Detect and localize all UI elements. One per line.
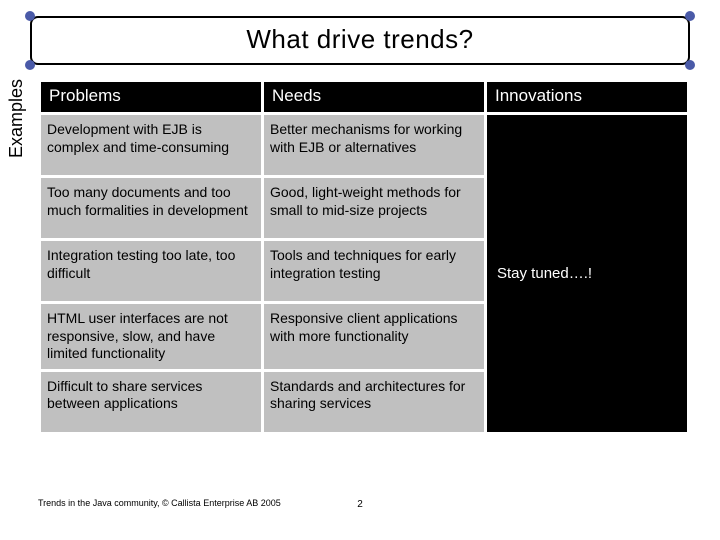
page-number: 2: [357, 499, 363, 510]
slide: What drive trends? Examples Problems Nee…: [0, 0, 720, 540]
cell-problem: HTML user interfaces are not responsive,…: [41, 304, 261, 369]
corner-dot-icon: [685, 11, 695, 21]
cell-problem: Difficult to share services between appl…: [41, 372, 261, 432]
cell-problem: Integration testing too late, too diffic…: [41, 241, 261, 301]
table-row: Development with EJB is complex and time…: [41, 115, 687, 175]
trends-table: Problems Needs Innovations Development w…: [38, 79, 690, 435]
title-container: What drive trends?: [30, 16, 690, 65]
side-label: Examples: [6, 79, 27, 158]
title-box: What drive trends?: [30, 16, 690, 65]
table-header-row: Problems Needs Innovations: [41, 82, 687, 112]
corner-dot-icon: [25, 11, 35, 21]
col-header-problems: Problems: [41, 82, 261, 112]
cell-need: Better mechanisms for working with EJB o…: [264, 115, 484, 175]
cell-need: Tools and techniques for early integrati…: [264, 241, 484, 301]
corner-dot-icon: [685, 60, 695, 70]
cell-need: Standards and architectures for sharing …: [264, 372, 484, 432]
cell-problem: Too many documents and too much formalit…: [41, 178, 261, 238]
cell-need: Responsive client applications with more…: [264, 304, 484, 369]
col-header-innovations: Innovations: [487, 82, 687, 112]
cell-need: Good, light-weight methods for small to …: [264, 178, 484, 238]
footer-text: Trends in the Java community, © Callista…: [38, 498, 281, 508]
cell-problem: Development with EJB is complex and time…: [41, 115, 261, 175]
corner-dot-icon: [25, 60, 35, 70]
table-container: Problems Needs Innovations Development w…: [38, 79, 678, 435]
page-title: What drive trends?: [32, 24, 688, 55]
col-header-needs: Needs: [264, 82, 484, 112]
cell-innovations: Stay tuned….!: [487, 115, 687, 432]
